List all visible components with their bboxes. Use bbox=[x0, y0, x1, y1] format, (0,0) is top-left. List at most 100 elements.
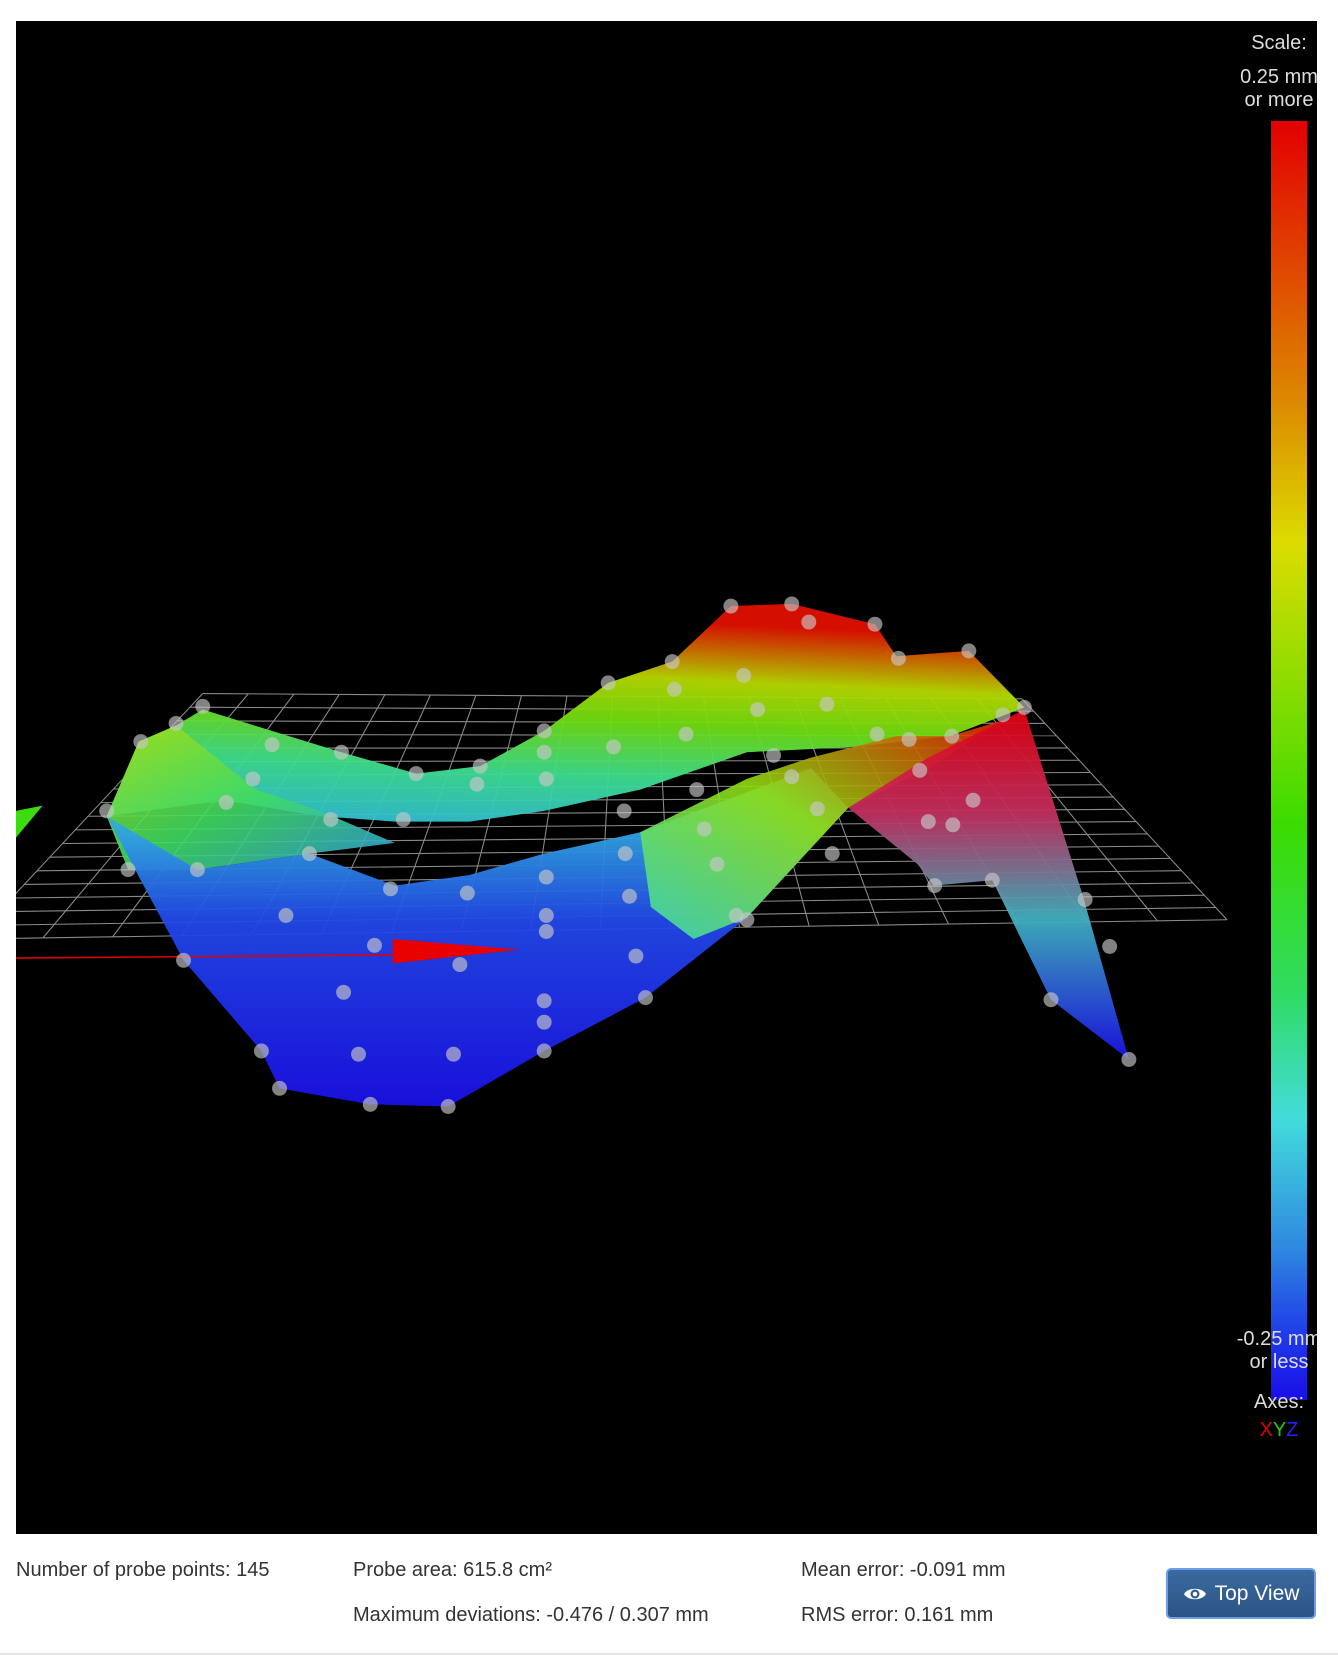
probe-point bbox=[120, 862, 136, 878]
probe-point bbox=[616, 803, 632, 819]
probe-point bbox=[617, 846, 633, 862]
mean-error-stat: Mean error: -0.091 mm bbox=[801, 1559, 1006, 1581]
probe-point bbox=[819, 696, 835, 712]
probe-point bbox=[351, 1046, 366, 1062]
probe-point bbox=[446, 1046, 461, 1062]
probe-point bbox=[278, 908, 294, 923]
probe-point bbox=[362, 1096, 378, 1112]
probe-point bbox=[920, 814, 936, 830]
probe-point bbox=[606, 739, 621, 755]
probe-point bbox=[723, 598, 739, 614]
heightmap-3d-viewport[interactable]: Scale: 0.25 mm or more -0.25 mm or less … bbox=[16, 21, 1317, 1534]
probe-point bbox=[869, 726, 885, 742]
probe-point bbox=[600, 675, 616, 691]
probe-point bbox=[536, 744, 552, 760]
probe-point bbox=[1121, 1052, 1137, 1067]
heightmap-scene[interactable] bbox=[16, 21, 1317, 1534]
axes-key: XYZ bbox=[1234, 1418, 1317, 1442]
probe-point bbox=[367, 937, 382, 953]
probe-point bbox=[452, 957, 468, 973]
grid-line bbox=[1021, 698, 1228, 921]
probe-point bbox=[867, 616, 883, 632]
probe-point bbox=[538, 908, 554, 923]
probe-point bbox=[538, 924, 554, 939]
probe-point bbox=[945, 817, 961, 833]
probe-point bbox=[784, 769, 800, 785]
probe-point bbox=[965, 792, 981, 808]
probe-point bbox=[333, 744, 349, 760]
probe-point bbox=[133, 734, 149, 750]
scale-max-sublabel: or more bbox=[1244, 89, 1314, 111]
probe-point bbox=[383, 881, 398, 897]
probe-point bbox=[984, 872, 1000, 888]
probe-point bbox=[809, 801, 825, 817]
footer-divider bbox=[0, 1653, 1338, 1655]
probe-point bbox=[301, 846, 317, 862]
probe-point bbox=[536, 723, 552, 739]
axis-y-label: Y bbox=[1272, 1419, 1287, 1441]
probe-point bbox=[927, 878, 943, 894]
probe-point bbox=[664, 654, 680, 670]
probe-point bbox=[245, 771, 261, 787]
probe-area-stat: Probe area: 615.8 cm² bbox=[353, 1559, 552, 1581]
probe-point bbox=[395, 811, 411, 827]
max-deviations-stat: Maximum deviations: -0.476 / 0.307 mm bbox=[353, 1604, 709, 1626]
probe-point bbox=[264, 737, 280, 753]
probe-point bbox=[536, 1014, 552, 1030]
probe-point bbox=[678, 726, 694, 742]
surface-right-peak bbox=[848, 709, 1129, 1060]
top-view-label: Top View bbox=[1214, 1581, 1300, 1605]
probe-point bbox=[336, 984, 352, 1000]
surface-back-band bbox=[106, 603, 1025, 822]
surface-left-fold bbox=[106, 725, 395, 870]
probe-point bbox=[961, 643, 977, 659]
scale-label: Scale: bbox=[1251, 32, 1307, 54]
color-scale-bar bbox=[1271, 121, 1307, 1400]
probe-point bbox=[736, 667, 752, 683]
probe-point bbox=[622, 888, 637, 904]
probe-points-stat: Number of probe points: 145 bbox=[16, 1559, 270, 1581]
probe-point bbox=[1102, 938, 1118, 954]
axis-z-label: Z bbox=[1286, 1419, 1299, 1441]
probe-point bbox=[944, 728, 960, 744]
top-view-button[interactable]: Top View bbox=[1166, 1568, 1316, 1619]
scale-min-sublabel: or less bbox=[1249, 1351, 1309, 1373]
probe-point bbox=[195, 698, 211, 714]
probe-point bbox=[168, 715, 184, 731]
probe-point bbox=[784, 596, 800, 612]
probe-point bbox=[824, 846, 840, 862]
probe-point bbox=[890, 650, 906, 666]
probe-point bbox=[99, 803, 115, 819]
probe-point bbox=[538, 869, 554, 885]
probe-points bbox=[99, 596, 1137, 1114]
probe-point bbox=[766, 747, 782, 763]
probe-point bbox=[536, 1043, 552, 1059]
probe-point bbox=[638, 990, 654, 1006]
probe-point bbox=[272, 1080, 288, 1096]
probe-point bbox=[189, 862, 205, 878]
x-axis-arrow bbox=[392, 938, 520, 964]
probe-point bbox=[538, 771, 554, 787]
probe-point bbox=[912, 762, 928, 778]
probe-point bbox=[440, 1099, 456, 1114]
probe-point bbox=[536, 993, 552, 1009]
probe-point bbox=[995, 707, 1011, 723]
probe-point bbox=[1043, 992, 1059, 1008]
rms-error-stat: RMS error: 0.161 mm bbox=[801, 1604, 994, 1626]
probe-point bbox=[408, 766, 424, 782]
probe-point bbox=[459, 885, 475, 901]
color-scale-legend: Scale: 0.25 mm or more -0.25 mm or less … bbox=[1237, 21, 1317, 1534]
scale-max-label: 0.25 mm bbox=[1240, 66, 1317, 88]
probe-point bbox=[628, 948, 644, 964]
probe-point bbox=[472, 758, 488, 774]
probe-point bbox=[801, 614, 817, 630]
probe-point bbox=[689, 782, 705, 798]
probe-point bbox=[176, 952, 191, 968]
probe-point bbox=[709, 856, 725, 872]
probe-point bbox=[696, 821, 712, 837]
probe-point bbox=[666, 681, 682, 697]
probe-point bbox=[218, 794, 234, 810]
probe-point bbox=[253, 1043, 269, 1059]
probe-point bbox=[323, 811, 339, 827]
scale-min-label: -0.25 mm bbox=[1236, 1328, 1317, 1350]
